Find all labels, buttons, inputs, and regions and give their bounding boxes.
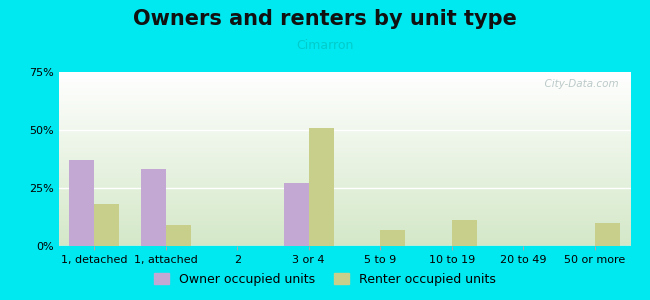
Text: Cimarron: Cimarron [296,39,354,52]
Legend: Owner occupied units, Renter occupied units: Owner occupied units, Renter occupied un… [149,268,501,291]
Bar [309,128,334,246]
Text: City-Data.com: City-Data.com [538,79,619,89]
Bar [595,223,620,246]
Bar [166,225,191,246]
Text: Owners and renters by unit type: Owners and renters by unit type [133,9,517,29]
Bar [284,183,309,246]
Bar [69,160,94,246]
Bar [452,220,476,246]
Bar [140,169,166,246]
Bar [94,204,120,246]
Bar [380,230,406,246]
